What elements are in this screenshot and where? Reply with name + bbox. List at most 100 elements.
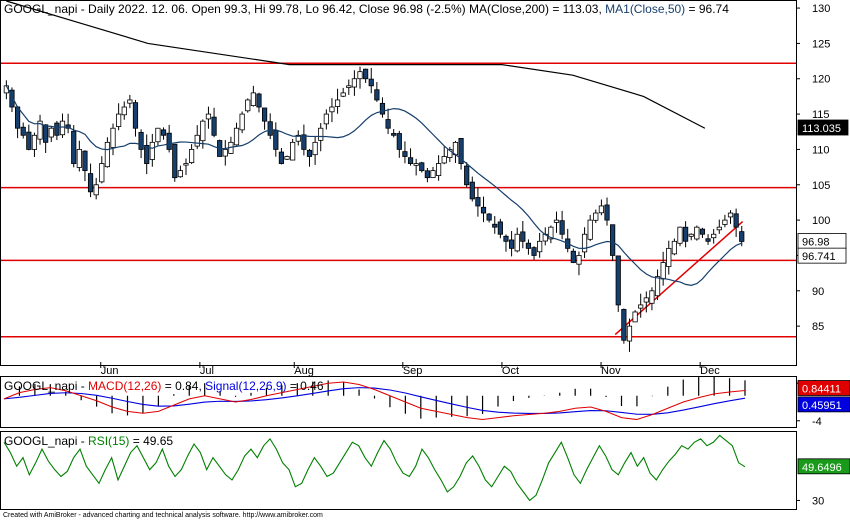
macd-tick-label: -4 <box>812 416 822 428</box>
candle <box>138 131 144 150</box>
candle <box>132 102 139 129</box>
price-panel[interactable] <box>0 0 797 366</box>
candle <box>514 233 520 252</box>
candle <box>273 130 279 150</box>
candle <box>537 240 543 253</box>
candle <box>441 156 447 164</box>
rsi-panel[interactable] <box>0 431 797 510</box>
macd-title-signal-label: Signal(12,26,9) <box>205 379 286 393</box>
month-tick-label: Dec <box>700 365 720 377</box>
signal-line <box>3 387 746 415</box>
candle <box>290 141 296 161</box>
candle <box>261 107 268 122</box>
candle <box>570 250 576 263</box>
candle <box>610 224 616 256</box>
signal-last-tag-box <box>797 396 850 413</box>
ma50-last-tag: 96.741 <box>802 251 836 263</box>
price-value-tags: 113.035 96.98 96.741 <box>797 119 849 264</box>
candle <box>643 297 649 303</box>
candle <box>363 68 369 80</box>
candle <box>76 149 82 168</box>
candle <box>233 127 240 146</box>
candle <box>711 233 717 239</box>
price-title: GOOGL_napi - Daily 2022. 12. 06. Open 99… <box>4 2 729 16</box>
candle <box>121 106 127 116</box>
month-tick-label: Jun <box>101 365 119 377</box>
macd-title-signal-value: = 0.46 <box>287 379 324 393</box>
candle <box>329 106 335 113</box>
candle <box>9 89 15 108</box>
candle <box>727 212 734 218</box>
month-tick-label: Jul <box>200 365 214 377</box>
candle <box>189 149 195 163</box>
rsi-title-rsi-value: = 49.65 <box>129 434 173 448</box>
candle <box>160 129 167 136</box>
macd-title-macd-value: = 0.84, <box>161 379 205 393</box>
candle <box>368 78 374 87</box>
candle <box>615 255 621 306</box>
candle <box>211 116 217 136</box>
macd-line <box>3 381 746 421</box>
candle <box>334 99 341 107</box>
candle <box>312 141 318 156</box>
candle <box>116 113 122 127</box>
price-tick-label: 115 <box>812 109 830 121</box>
candle <box>149 141 155 160</box>
candle <box>581 233 588 253</box>
candle <box>699 228 706 235</box>
macd-value-tags: 0.84411 0.45951 <box>797 380 850 413</box>
candle <box>677 226 683 244</box>
candle <box>593 212 599 221</box>
rsi-tick-label: 30 <box>812 495 824 507</box>
candle <box>71 130 77 164</box>
month-tick-label: Nov <box>601 365 621 377</box>
candle <box>694 226 700 240</box>
candle <box>26 131 32 150</box>
month-tick-label: Sep <box>403 365 423 377</box>
candle <box>166 132 172 150</box>
price-title-ma200: MA(Close,200) = 113.03, <box>469 2 605 16</box>
candle <box>222 149 228 157</box>
month-tick-label: Oct <box>502 365 519 377</box>
candle <box>480 206 487 214</box>
candle <box>379 102 386 115</box>
candle <box>413 163 419 166</box>
candle <box>177 170 183 178</box>
candle <box>531 247 537 256</box>
candle <box>104 141 111 168</box>
candle <box>447 149 453 158</box>
candle <box>464 165 470 186</box>
price-tick-label: 125 <box>812 38 830 50</box>
candle <box>587 219 593 240</box>
candle <box>424 170 430 179</box>
candle <box>357 71 363 80</box>
candle <box>256 93 262 108</box>
footer-credit: Created with AmiBroker - advanced charti… <box>3 512 323 519</box>
macd-lines <box>3 376 746 421</box>
signal-last-tag: 0.45951 <box>802 400 842 412</box>
month-tick-label: Aug <box>294 365 314 377</box>
candle <box>250 92 256 106</box>
macd-title-symbol: GOOGL_napi - <box>4 379 88 393</box>
candle <box>508 239 515 249</box>
candle <box>649 290 655 304</box>
rsi-title: GOOGL_napi - RSI(15) = 49.65 <box>4 434 173 448</box>
macd-title: GOOGL_napi - MACD(12,26) = 0.84, Signal(… <box>4 379 324 393</box>
candle <box>351 78 358 88</box>
candle <box>31 134 38 150</box>
candle <box>733 213 739 228</box>
candle <box>632 311 638 323</box>
candle <box>391 133 397 136</box>
candle <box>739 231 745 242</box>
candle <box>492 223 498 228</box>
macd-title-macd-label: MACD(12,26) <box>88 379 161 393</box>
macd-panel[interactable] <box>0 376 797 428</box>
rsi-value-tags: 49.6496 <box>797 458 850 475</box>
candle <box>458 137 464 164</box>
price-tick-label: 100 <box>812 215 830 227</box>
candle <box>155 127 161 143</box>
candle <box>110 127 116 148</box>
ma50-line <box>5 85 742 286</box>
candle <box>486 213 492 221</box>
